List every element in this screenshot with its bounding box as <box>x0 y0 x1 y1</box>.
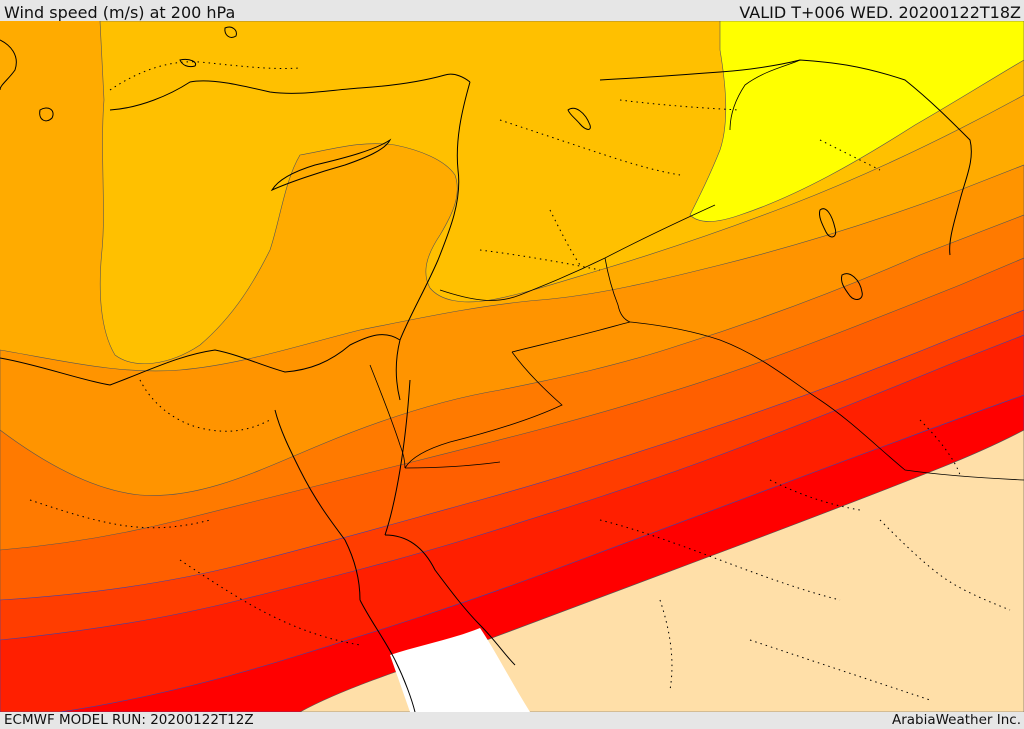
band-yellow <box>689 21 1024 222</box>
valid-time: VALID T+006 WED. 20200122T18Z <box>739 3 1021 22</box>
credit: ArabiaWeather Inc. <box>891 712 1021 728</box>
header-bar: Wind speed (m/s) at 200 hPa VALID T+006 … <box>0 0 1024 22</box>
model-run: ECMWF MODEL RUN: 20200122T12Z <box>4 712 254 728</box>
wind-speed-map <box>0 21 1024 712</box>
borders <box>369 59 1024 481</box>
no-data-region <box>390 628 530 712</box>
coastlines <box>0 26 972 712</box>
footer-bar: ECMWF MODEL RUN: 20200122T12Z ArabiaWeat… <box>0 712 1024 729</box>
map-title: Wind speed (m/s) at 200 hPa <box>4 3 236 22</box>
admin-boundaries <box>29 61 1011 701</box>
